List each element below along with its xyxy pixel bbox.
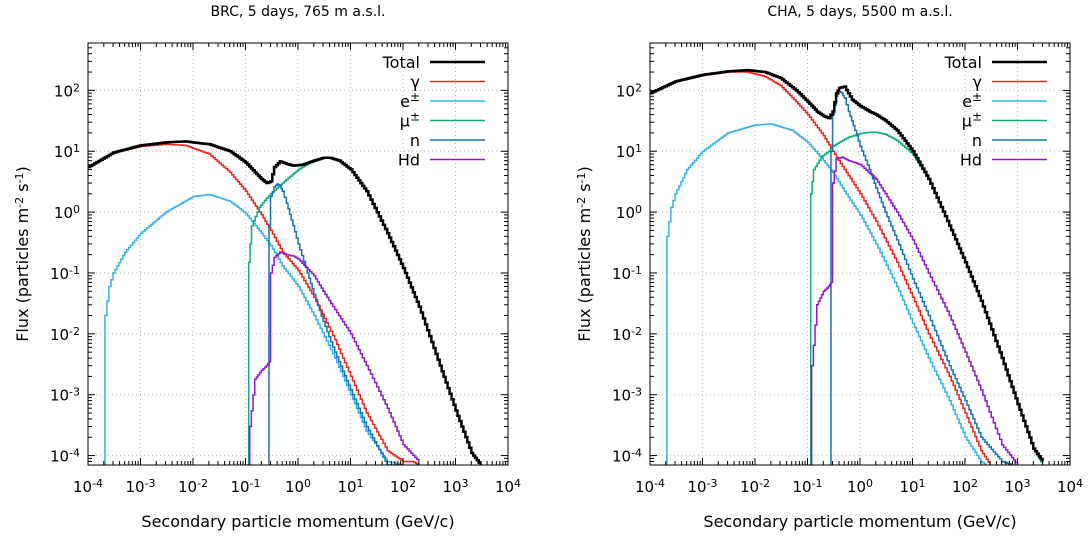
legend-label-5: Hd bbox=[960, 151, 982, 170]
series-line-n-4 bbox=[830, 90, 1014, 465]
legend-label-4: n bbox=[972, 131, 982, 150]
y-tick-label: 10-4 bbox=[612, 446, 642, 465]
x-tick-label: 10-2 bbox=[178, 477, 208, 496]
series-line-e-2 bbox=[103, 193, 404, 465]
y-axis-title: Flux (particles m-2 s-1) bbox=[575, 166, 594, 342]
plot-frame bbox=[87, 42, 509, 466]
x-tick-label: 10-1 bbox=[230, 477, 260, 496]
x-tick-label: 101 bbox=[899, 477, 925, 496]
y-tick-label: 10-2 bbox=[50, 325, 80, 344]
series-line-Total-0 bbox=[650, 68, 1044, 462]
x-tick-label: 10-2 bbox=[740, 477, 770, 496]
x-tick-label: 102 bbox=[390, 477, 416, 496]
x-tick-label: 10-4 bbox=[635, 477, 665, 496]
legend-label-2: e± bbox=[962, 90, 982, 111]
legend-label-5: Hd bbox=[398, 151, 420, 170]
x-axis-title: Secondary particle momentum (GeV/c) bbox=[703, 512, 1016, 531]
chart-title: BRC, 5 days, 765 m a.s.l. bbox=[211, 4, 386, 20]
y-tick-label: 102 bbox=[54, 81, 80, 100]
y-tick-label: 10-1 bbox=[612, 264, 642, 283]
x-tick-label: 10-1 bbox=[792, 477, 822, 496]
legend-label-2: e± bbox=[400, 90, 420, 111]
x-tick-label: 103 bbox=[442, 477, 468, 496]
series-group bbox=[88, 140, 482, 465]
legend-label-1: γ bbox=[973, 73, 982, 92]
x-tick-label: 101 bbox=[337, 477, 363, 496]
series-line-e-2 bbox=[665, 123, 987, 465]
series-line-Hd-5 bbox=[247, 251, 420, 465]
series-line--3 bbox=[809, 131, 1044, 465]
y-tick-label: 102 bbox=[616, 81, 642, 100]
series-group bbox=[650, 68, 1044, 465]
chart-panel-1: BRC, 5 days, 765 m a.s.l. 10-4 10-3 10-2 10-… bbox=[13, 4, 521, 531]
x-tick-label: 104 bbox=[1057, 477, 1083, 496]
y-tick-label: 101 bbox=[54, 142, 80, 161]
x-tick-label: 10-3 bbox=[687, 477, 717, 496]
x-tick-label: 10-3 bbox=[125, 477, 155, 496]
x-tick-label: 100 bbox=[847, 477, 873, 496]
x-tick-label: 104 bbox=[495, 477, 521, 496]
series-line-n-4 bbox=[268, 183, 403, 465]
x-tick-label: 100 bbox=[285, 477, 311, 496]
x-tick-label: 10-4 bbox=[73, 477, 103, 496]
y-tick-label: 100 bbox=[616, 203, 642, 222]
legend-label-0: Total bbox=[382, 53, 420, 72]
legend-label-3: μ± bbox=[400, 110, 420, 131]
x-tick-label: 102 bbox=[952, 477, 978, 496]
y-tick-label: 101 bbox=[616, 142, 642, 161]
series-line-Hd-5 bbox=[809, 156, 1019, 465]
series-line-Total-0 bbox=[88, 140, 482, 465]
legend-label-3: μ± bbox=[962, 110, 982, 131]
y-tick-label: 10-4 bbox=[50, 446, 80, 465]
x-tick-label: 103 bbox=[1004, 477, 1030, 496]
series-line--1 bbox=[650, 71, 991, 465]
y-tick-label: 10-3 bbox=[50, 385, 80, 404]
y-tick-label: 10-2 bbox=[612, 325, 642, 344]
y-tick-label: 10-3 bbox=[612, 385, 642, 404]
legend-label-4: n bbox=[410, 131, 420, 150]
chart-panel-2: CHA, 5 days, 5500 m a.s.l. 10-4 10-3 10-2 10… bbox=[575, 4, 1083, 531]
chart-title: CHA, 5 days, 5500 m a.s.l. bbox=[767, 4, 952, 20]
x-axis-title: Secondary particle momentum (GeV/c) bbox=[141, 512, 454, 531]
y-tick-label: 10-1 bbox=[50, 264, 80, 283]
legend-label-0: Total bbox=[944, 53, 982, 72]
legend-label-1: γ bbox=[411, 73, 420, 92]
y-axis-title: Flux (particles m-2 s-1) bbox=[13, 166, 32, 342]
y-tick-label: 100 bbox=[54, 203, 80, 222]
